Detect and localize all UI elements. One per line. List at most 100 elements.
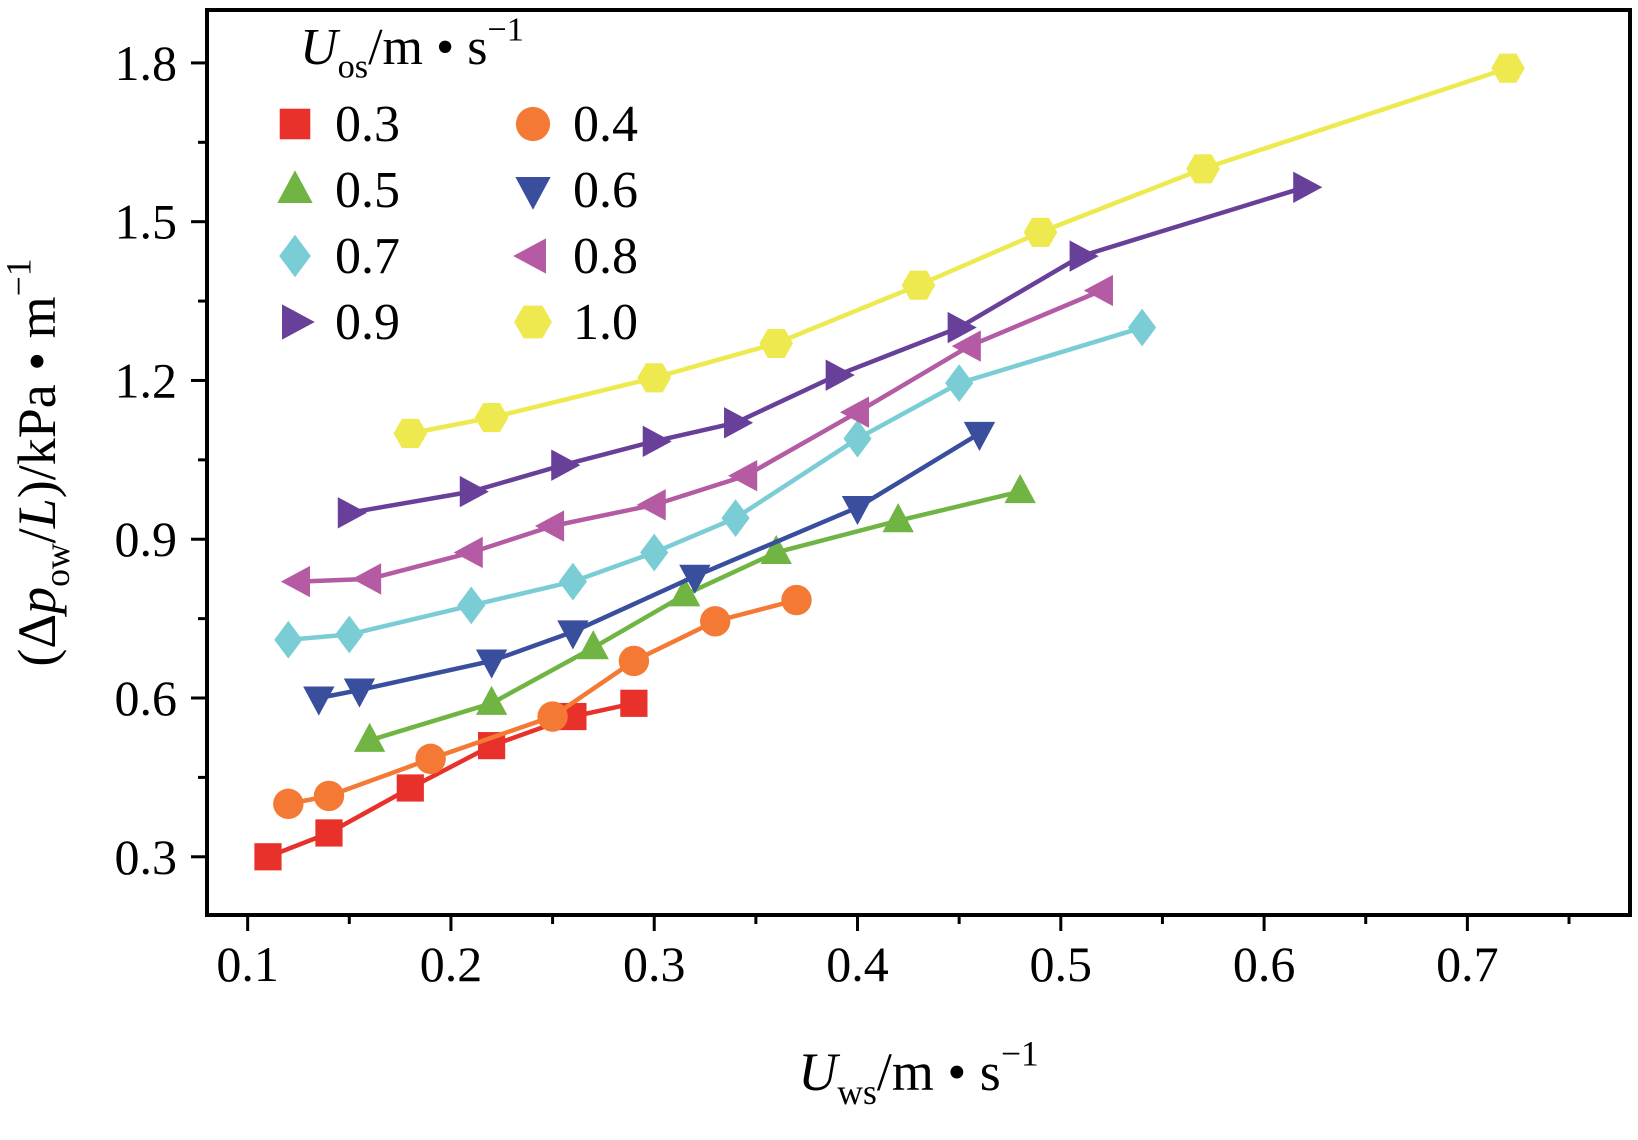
legend-marker-0.4 bbox=[515, 106, 551, 142]
legend-marker-0.3 bbox=[279, 108, 311, 140]
legend-marker-0.8 bbox=[513, 238, 546, 274]
x-tick-label: 0.5 bbox=[1030, 936, 1093, 992]
data-marker-0.8 bbox=[1083, 274, 1113, 307]
data-marker-0.8 bbox=[728, 460, 758, 492]
series-0.7 bbox=[274, 308, 1157, 659]
data-marker-0.5 bbox=[882, 503, 914, 533]
y-tick-label: 0.6 bbox=[115, 670, 178, 726]
data-marker-0.5 bbox=[1004, 474, 1036, 504]
legend-label-0.7: 0.7 bbox=[335, 228, 400, 285]
legend-marker-1.0 bbox=[514, 305, 552, 339]
data-marker-0.7 bbox=[721, 499, 750, 537]
legend-marker-0.7 bbox=[279, 234, 311, 278]
data-marker-0.6 bbox=[343, 678, 376, 708]
data-marker-0.4 bbox=[700, 606, 731, 637]
data-marker-0.7 bbox=[558, 562, 587, 601]
data-marker-0.3 bbox=[315, 819, 343, 847]
data-marker-0.9 bbox=[642, 425, 672, 458]
legend-item-0.8: 0.8 bbox=[513, 228, 638, 285]
x-tick-label: 0.7 bbox=[1436, 936, 1499, 992]
data-marker-0.4 bbox=[273, 788, 304, 820]
series-0.9 bbox=[337, 171, 1323, 529]
data-marker-0.7 bbox=[457, 586, 486, 625]
series-1.0 bbox=[393, 53, 1525, 448]
legend-item-0.7: 0.7 bbox=[279, 228, 400, 285]
x-tick-label: 0.6 bbox=[1233, 936, 1296, 992]
x-tick-label: 0.1 bbox=[216, 936, 279, 992]
data-marker-0.7 bbox=[335, 615, 364, 654]
legend-marker-0.6 bbox=[515, 177, 551, 210]
legend-item-0.5: 0.5 bbox=[277, 162, 400, 219]
data-marker-0.5 bbox=[669, 577, 701, 607]
data-marker-0.9 bbox=[724, 407, 754, 439]
y-tick-label: 1.2 bbox=[115, 352, 178, 408]
x-tick-label: 0.2 bbox=[420, 936, 483, 992]
data-marker-0.8 bbox=[636, 489, 666, 521]
data-marker-0.3 bbox=[620, 689, 648, 717]
data-marker-0.4 bbox=[537, 701, 568, 732]
data-marker-0.6 bbox=[679, 564, 711, 594]
legend-item-0.4: 0.4 bbox=[515, 96, 638, 153]
legend-item-1.0: 1.0 bbox=[514, 294, 638, 351]
legend-title: Uos/m • s−1 bbox=[300, 11, 524, 86]
data-marker-1.0 bbox=[759, 328, 793, 358]
data-marker-0.4 bbox=[415, 743, 446, 775]
legend-marker-0.9 bbox=[282, 304, 315, 340]
legend-marker-0.5 bbox=[277, 170, 313, 203]
series-0.5 bbox=[353, 474, 1036, 752]
series-0.6 bbox=[303, 421, 996, 716]
data-marker-1.0 bbox=[1186, 154, 1220, 184]
data-marker-0.8 bbox=[352, 563, 382, 595]
series-line-0.9 bbox=[347, 185, 1307, 516]
data-marker-0.8 bbox=[534, 510, 565, 542]
legend-item-0.3: 0.3 bbox=[279, 96, 400, 153]
x-tick-label: 0.3 bbox=[623, 936, 686, 992]
data-marker-0.5 bbox=[577, 630, 609, 660]
legend-label-1.0: 1.0 bbox=[573, 294, 638, 351]
data-marker-1.0 bbox=[637, 363, 672, 393]
data-marker-1.0 bbox=[1491, 53, 1525, 83]
legend-label-0.8: 0.8 bbox=[573, 228, 638, 285]
data-marker-0.9 bbox=[825, 359, 855, 391]
data-marker-0.6 bbox=[963, 421, 996, 451]
legend-label-0.9: 0.9 bbox=[335, 294, 400, 351]
series-0.4 bbox=[273, 584, 812, 820]
legend-label-0.6: 0.6 bbox=[573, 162, 638, 219]
data-marker-0.7 bbox=[945, 364, 974, 402]
y-tick-label: 0.9 bbox=[115, 511, 178, 567]
data-marker-0.5 bbox=[760, 534, 792, 564]
data-marker-0.7 bbox=[274, 620, 303, 659]
data-marker-1.0 bbox=[393, 418, 428, 448]
data-marker-0.9 bbox=[337, 497, 367, 529]
data-marker-0.7 bbox=[640, 533, 669, 572]
data-marker-0.3 bbox=[396, 774, 424, 802]
data-marker-0.9 bbox=[551, 449, 581, 481]
data-marker-0.6 bbox=[557, 620, 589, 650]
data-marker-0.5 bbox=[475, 685, 508, 715]
data-marker-0.6 bbox=[303, 686, 335, 716]
legend-label-0.4: 0.4 bbox=[573, 96, 638, 153]
data-marker-0.3 bbox=[254, 843, 282, 871]
data-marker-0.7 bbox=[1128, 308, 1157, 347]
data-marker-0.8 bbox=[839, 396, 870, 428]
series-0.8 bbox=[280, 274, 1113, 598]
data-marker-0.5 bbox=[353, 722, 386, 752]
legend-label-0.5: 0.5 bbox=[335, 162, 400, 219]
data-marker-0.8 bbox=[280, 565, 310, 598]
data-marker-1.0 bbox=[1023, 217, 1058, 247]
data-marker-1.0 bbox=[901, 270, 936, 300]
series-line-1.0 bbox=[408, 65, 1511, 436]
data-marker-0.9 bbox=[459, 475, 489, 508]
y-tick-label: 0.3 bbox=[115, 829, 178, 885]
legend-label-0.3: 0.3 bbox=[335, 96, 400, 153]
y-tick-label: 1.5 bbox=[115, 194, 178, 250]
tick-labels: 0.1 0.2 0.3 0.4 0.5 0.6 0.7 0.3 0.6 0.9 1.2 1.5 1.8 bbox=[115, 35, 1499, 992]
x-tick-label: 0.4 bbox=[826, 936, 889, 992]
data-marker-0.4 bbox=[313, 780, 345, 812]
x-axis-label: Uws/m • s−1 bbox=[798, 1034, 1038, 1112]
legend-item-0.9: 0.9 bbox=[282, 294, 400, 351]
data-marker-0.9 bbox=[1069, 240, 1099, 272]
data-marker-0.8 bbox=[453, 536, 483, 569]
